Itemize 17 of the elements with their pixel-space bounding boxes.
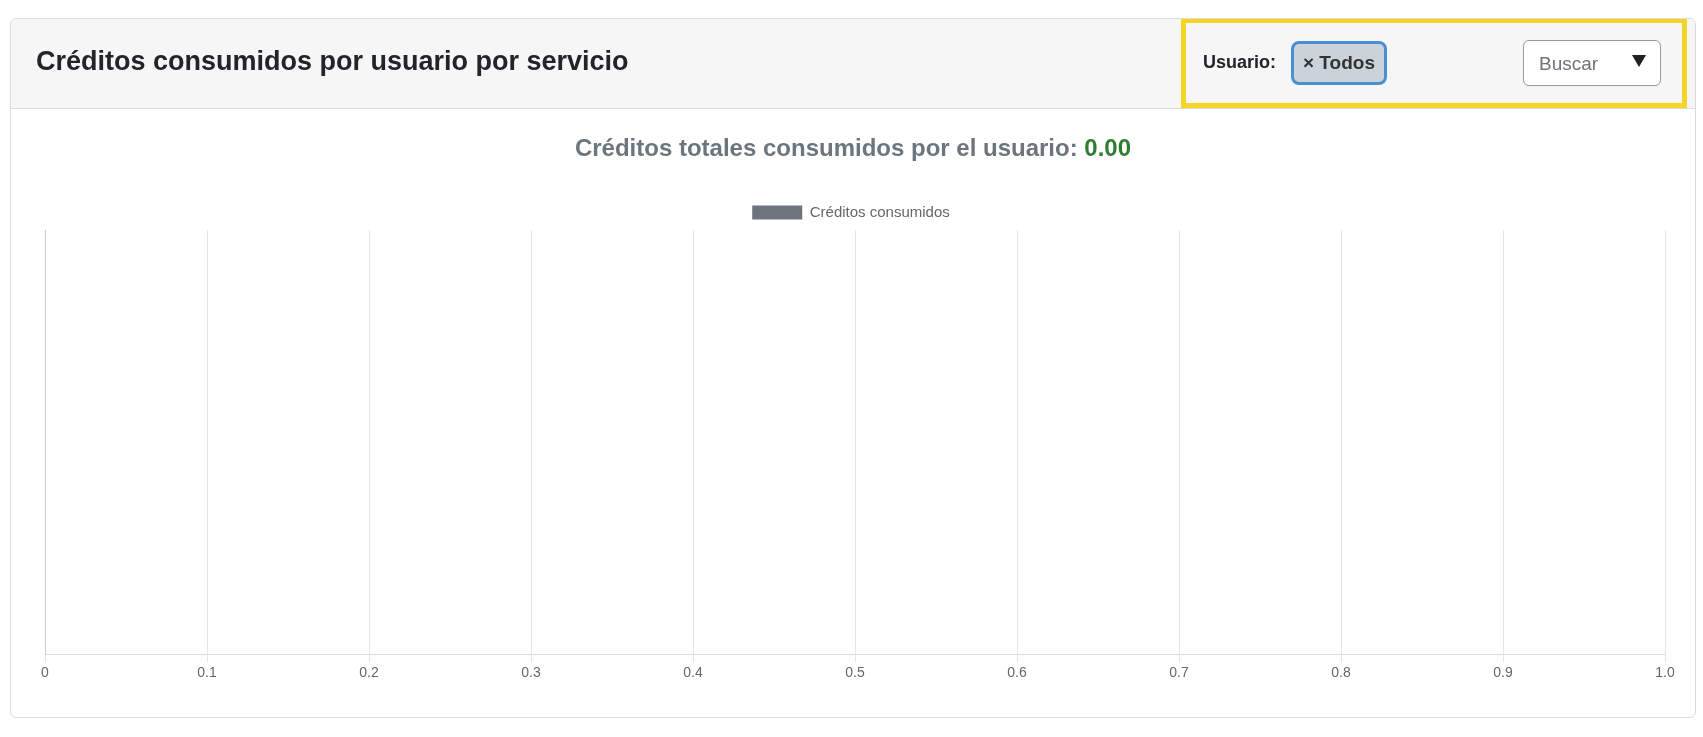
x-tick-label: 0.9 bbox=[1493, 664, 1513, 681]
chart-title: Créditos consumidos por usuario por servicio bbox=[36, 46, 629, 77]
x-tick-label: 0.1 bbox=[197, 664, 217, 681]
x-tick-label: 0.5 bbox=[845, 664, 865, 681]
x-tick-label: 0.4 bbox=[683, 664, 703, 681]
x-tick-label: 1.0 bbox=[1655, 664, 1675, 681]
x-tick-label: 0.8 bbox=[1331, 664, 1351, 681]
x-tick-label: 0 bbox=[41, 664, 50, 681]
text: Usuario: bbox=[1203, 52, 1277, 73]
legend-label: Créditos consumidos bbox=[809, 202, 950, 220]
x-tick-label: 0.2 bbox=[359, 664, 379, 681]
x-tick-label: 0.7 bbox=[1169, 664, 1189, 681]
x-tick-label: 0.6 bbox=[1007, 664, 1027, 681]
chart-subtitle: Créditos totales consumidos por el usuario: 0.00 bbox=[573, 134, 1133, 162]
text: × Todos bbox=[1291, 41, 1387, 85]
text: Buscar bbox=[1539, 53, 1599, 75]
x-tick-label: 0.3 bbox=[521, 664, 541, 681]
